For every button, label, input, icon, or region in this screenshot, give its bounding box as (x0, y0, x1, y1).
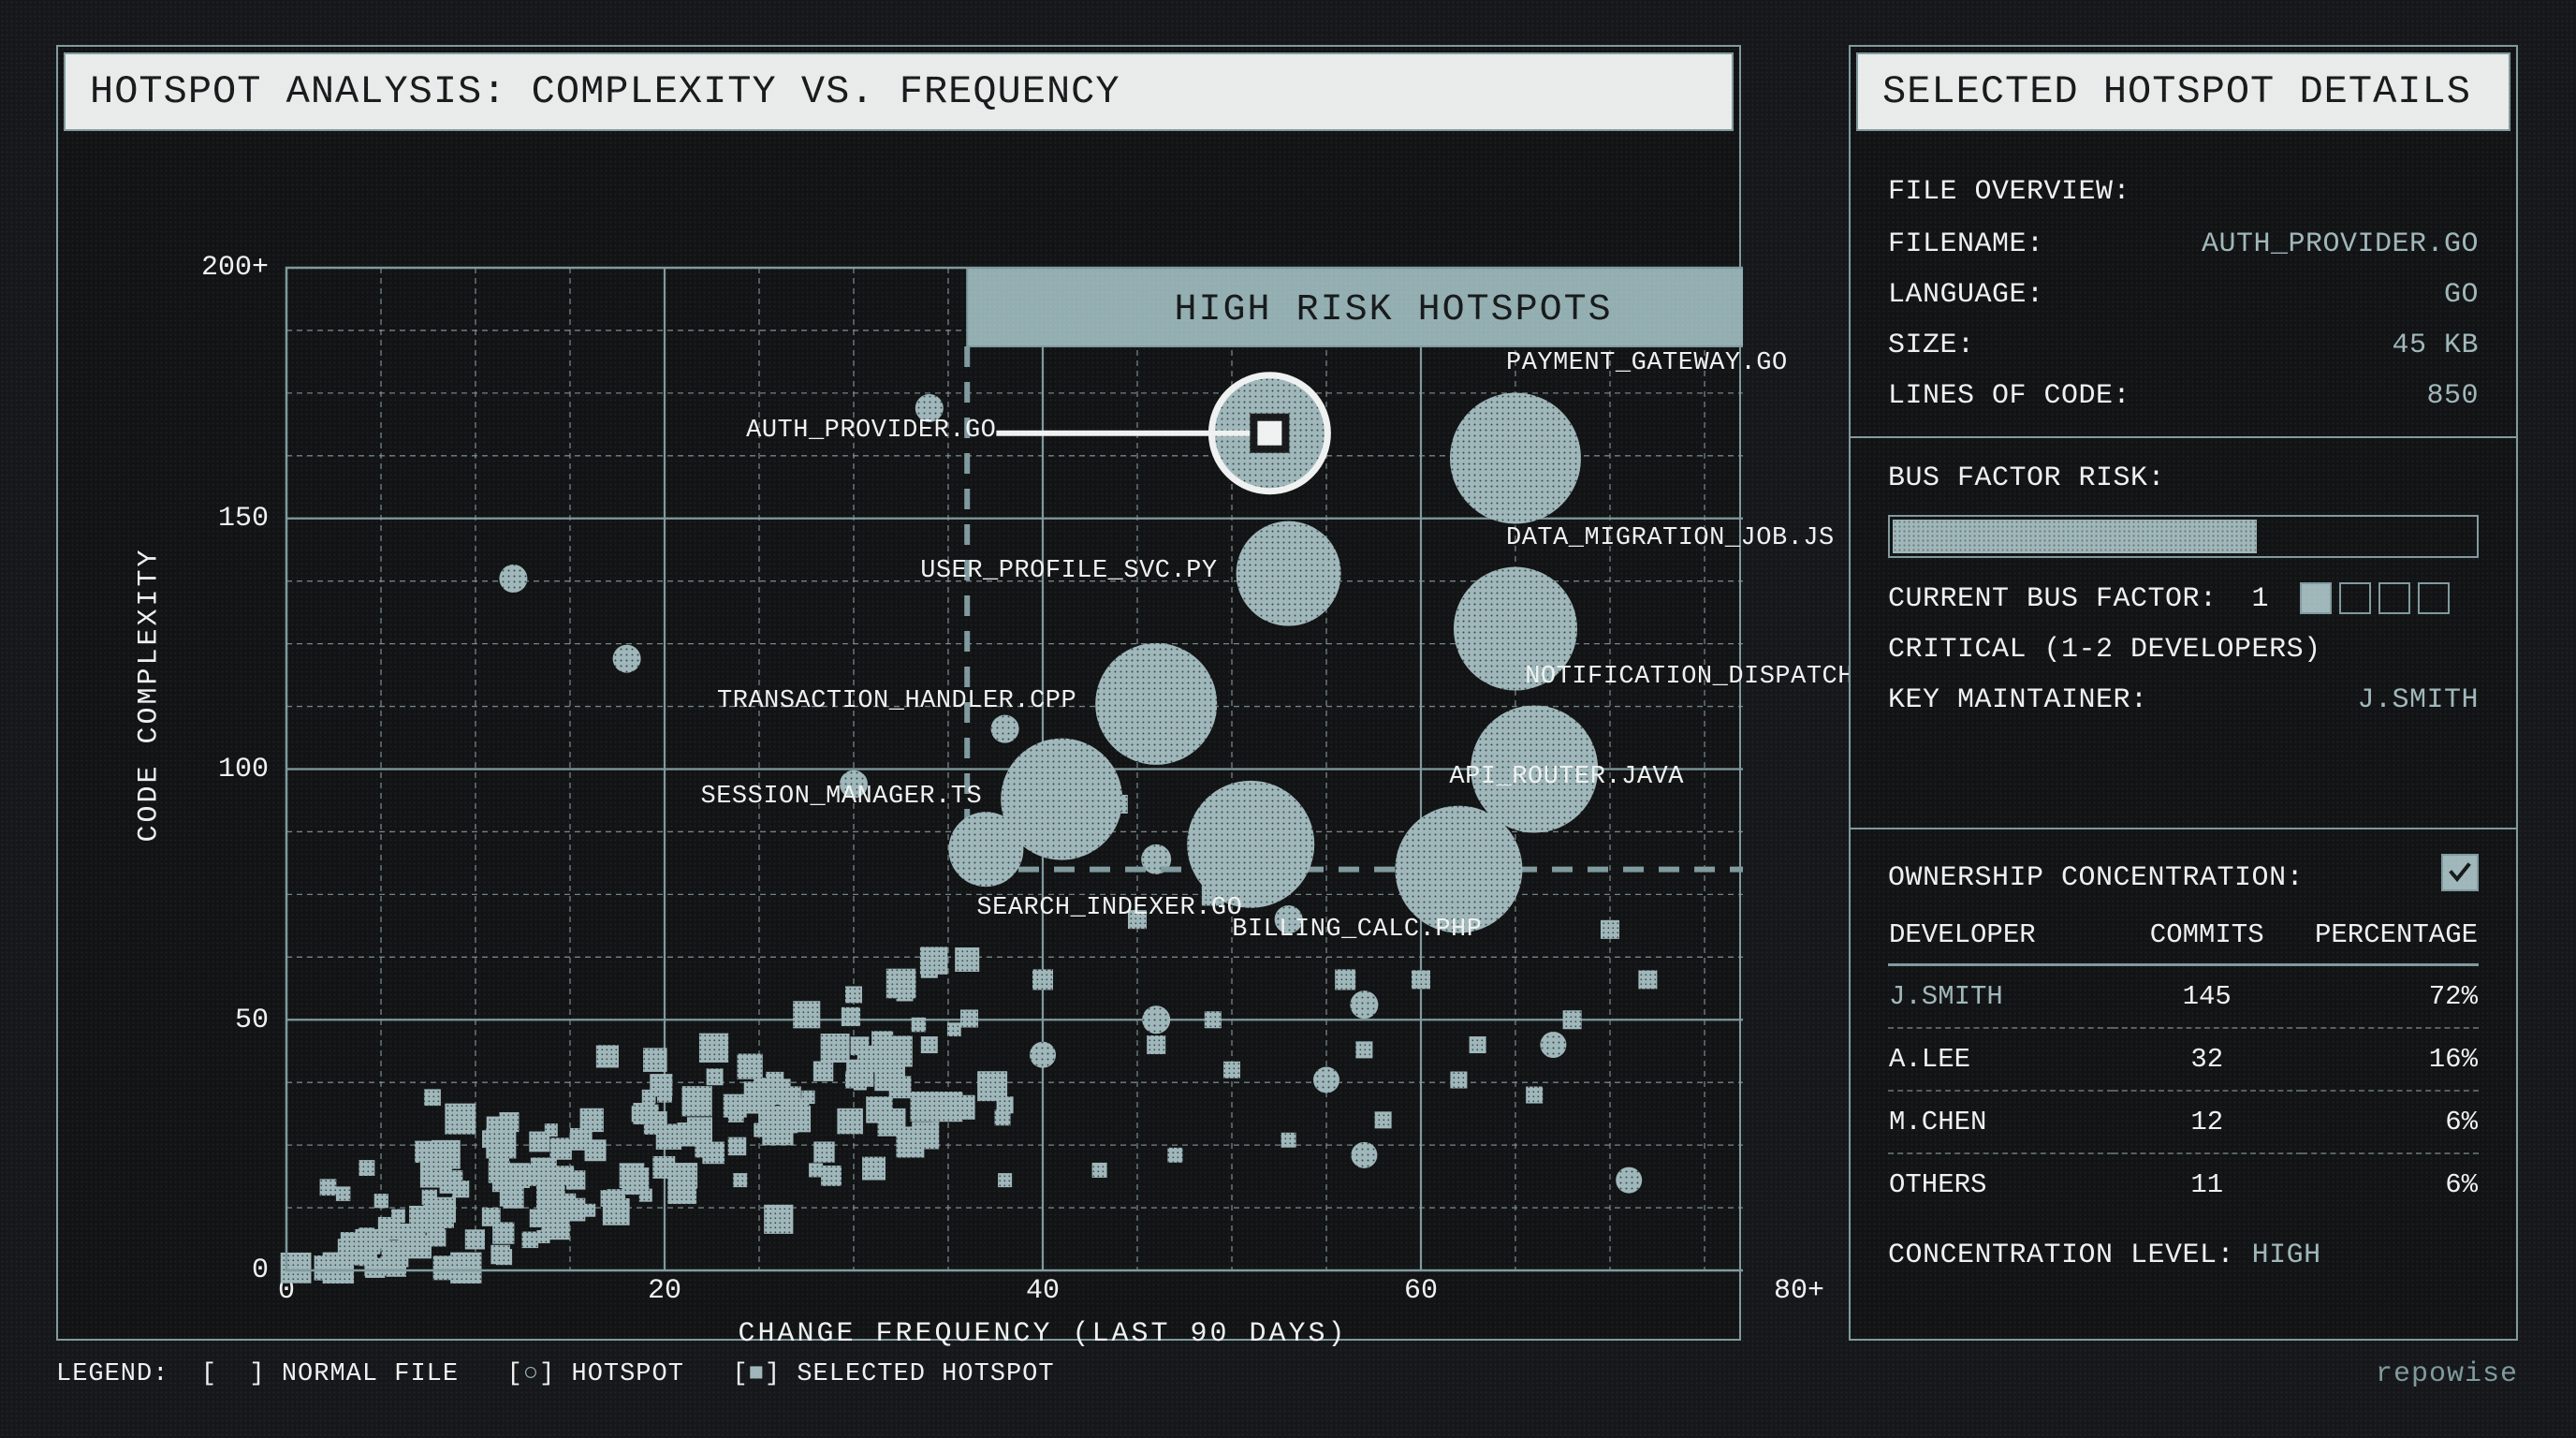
svg-text:HIGH RISK HOTSPOTS: HIGH RISK HOTSPOTS (1175, 289, 1613, 331)
